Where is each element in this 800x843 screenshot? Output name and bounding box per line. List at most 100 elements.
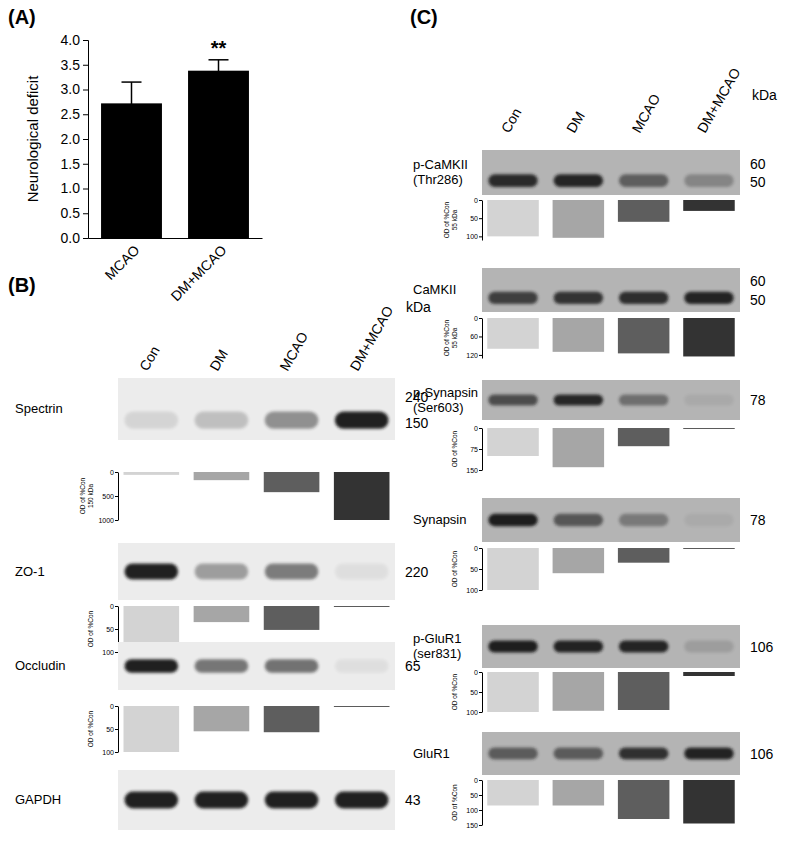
blot-band <box>619 514 669 526</box>
bar <box>334 472 390 520</box>
tick-label: 150 <box>466 822 478 829</box>
axis-line <box>482 673 483 713</box>
axis-line <box>482 429 483 471</box>
blot-membrane <box>482 150 740 195</box>
axis: 050100150 <box>466 777 482 829</box>
bar <box>124 472 180 475</box>
tick: 0 <box>110 469 118 476</box>
lane-label: DM <box>563 109 588 136</box>
blot-band <box>265 564 319 580</box>
tick-label: 0 <box>474 197 478 204</box>
tick: 3.0 <box>61 81 88 97</box>
tick-mark <box>479 218 482 219</box>
figure: (A)0.00.51.01.52.02.53.03.54.0MCAODM+MCA… <box>0 0 800 843</box>
tick: 500 <box>102 493 118 500</box>
plot-area <box>487 200 734 238</box>
tick-mark <box>479 355 482 356</box>
blot-membrane <box>482 268 740 312</box>
blot <box>118 378 395 440</box>
blot-band <box>195 564 249 580</box>
tick-mark <box>83 189 88 190</box>
tick: 1000 <box>98 517 118 524</box>
axis-title: OD of %Con <box>443 201 450 238</box>
axis-title: 55 kDa <box>451 327 458 348</box>
tick: 0.0 <box>61 230 88 246</box>
tick-label: 100 <box>466 709 478 716</box>
tick-mark <box>479 795 482 796</box>
bar <box>487 200 539 236</box>
bar <box>487 672 539 712</box>
blot-membrane <box>482 625 740 668</box>
tick-label: 50 <box>106 626 114 633</box>
blot-band <box>554 394 604 405</box>
tick-mark <box>479 780 482 781</box>
blot-band <box>554 640 604 652</box>
axis: 0 50 100 <box>466 669 482 716</box>
tick-mark <box>479 672 482 673</box>
blot-band <box>554 292 604 304</box>
tick-label: 4.0 <box>61 32 81 48</box>
tick-mark <box>83 90 88 91</box>
bar <box>683 672 735 676</box>
bar <box>264 606 320 630</box>
tick: DM+MCAO <box>167 238 229 304</box>
protein-label: CaMKII <box>413 282 456 297</box>
figure-svg: (A)0.00.51.01.52.02.53.03.54.0MCAODM+MCA… <box>0 0 800 843</box>
protein-label: Synapsin <box>413 512 466 527</box>
protein-label-line: ZO-1 <box>15 564 45 579</box>
tick-label: 100 <box>466 233 478 240</box>
lane-label: DM <box>206 347 231 374</box>
blot-membrane <box>482 498 740 542</box>
tick: 50 <box>470 689 482 696</box>
mw-label: 106 <box>750 746 774 762</box>
bar <box>553 780 605 806</box>
axis-title: 55 kDa <box>451 209 458 230</box>
protein-label: ZO-1 <box>15 564 45 579</box>
tick: 2.5 <box>61 106 88 122</box>
tick: 50 <box>470 792 482 799</box>
tick-label: 0.5 <box>61 205 81 221</box>
tick-mark <box>83 164 88 165</box>
protein-label-line: p-GluR1 <box>413 631 461 646</box>
axis-line <box>118 473 119 521</box>
bar <box>264 706 320 732</box>
bar <box>618 428 670 446</box>
error-bar <box>209 60 229 82</box>
blot <box>118 642 395 690</box>
axis: 060120 <box>466 315 482 359</box>
protein-label-line: (Thr286) <box>413 172 463 187</box>
lane-label: MCAO <box>276 329 311 373</box>
protein-label-line: (Ser603) <box>413 400 464 415</box>
bar <box>553 318 605 352</box>
blot-band <box>335 411 389 428</box>
tick-label: 0 <box>474 669 478 676</box>
tick-mark <box>479 825 482 826</box>
tick-mark <box>115 729 118 730</box>
bar <box>487 428 539 456</box>
tick-mark <box>83 238 88 239</box>
protein-label-line: (ser831) <box>413 646 461 661</box>
tick-mark <box>479 428 482 429</box>
tick-label: DM+MCAO <box>167 242 229 304</box>
blot-band <box>684 640 734 652</box>
blot-band <box>488 394 538 405</box>
plot-area <box>101 60 249 238</box>
bar <box>618 548 670 563</box>
axis-line <box>482 549 483 591</box>
tick-label: 0 <box>474 315 478 322</box>
mw-label: 60 <box>750 273 766 289</box>
protein-label: p-Synapsin(Ser603) <box>413 385 478 415</box>
panel-2: (C)ConDMMCAODM+MCAOkDap-CaMKII(Thr286)60… <box>410 6 777 829</box>
tick-label: 0 <box>110 603 114 610</box>
mw-label: 78 <box>750 512 766 528</box>
tick-label: 1000 <box>98 517 114 524</box>
lane-label: DM+MCAO <box>346 303 396 373</box>
mw-label: 150 <box>405 415 429 431</box>
blot-band <box>488 292 538 304</box>
mw-label: 50 <box>750 292 766 308</box>
protein-label-line: GAPDH <box>15 792 61 807</box>
tick-label: 100 <box>102 749 114 756</box>
tick-mark <box>115 752 118 753</box>
blot-band <box>195 792 249 809</box>
protein-label: Occludin <box>15 658 66 673</box>
